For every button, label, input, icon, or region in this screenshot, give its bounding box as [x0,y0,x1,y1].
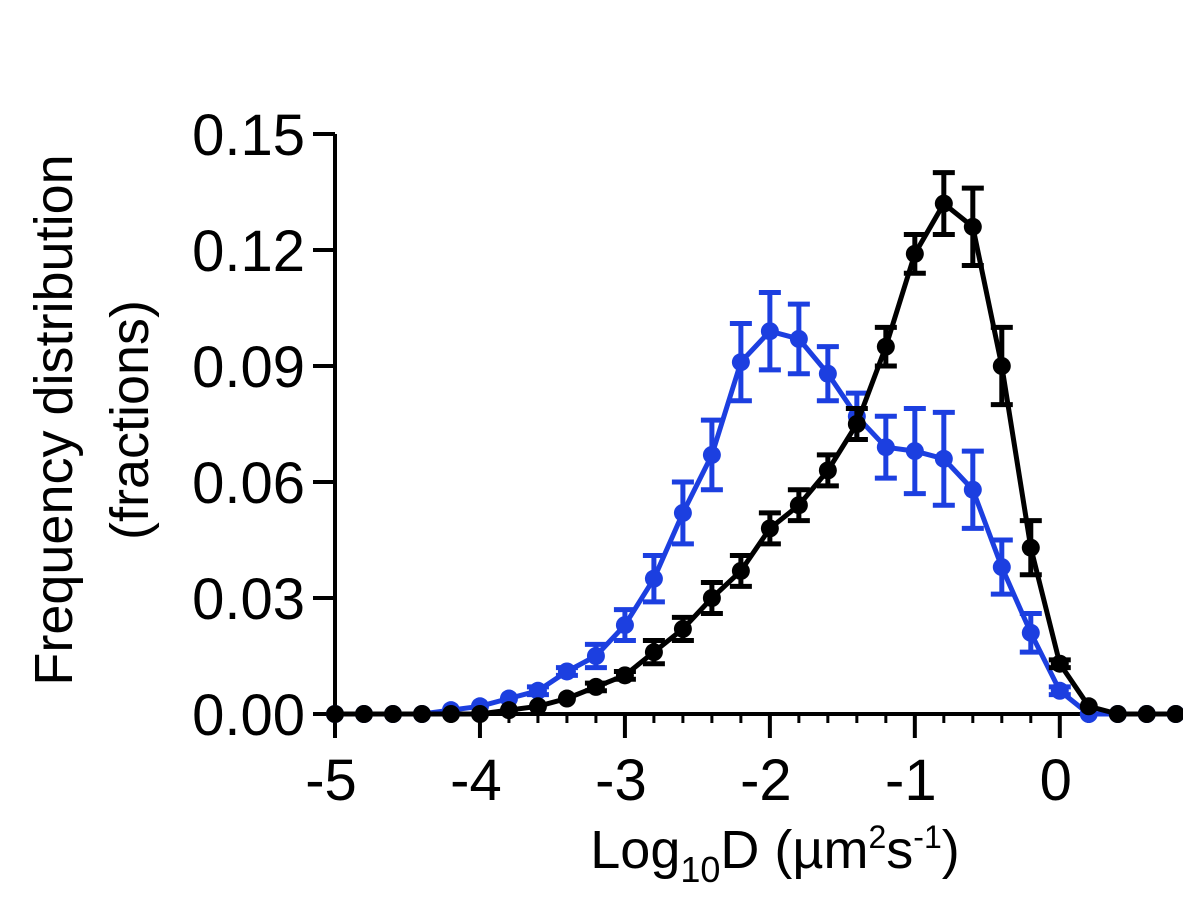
series-line [335,328,1176,717]
data-point [818,364,837,383]
data-point [673,619,692,638]
data-point [963,217,982,236]
axis-labels: Frequency distribution (fractions) Log10… [24,154,960,890]
data-point [673,503,692,522]
series-1 [326,170,1183,723]
data-point [383,705,402,723]
data-point [441,705,460,723]
data-point [789,329,808,348]
data-point [789,496,808,515]
data-point [963,480,982,499]
data-point [905,244,924,263]
y-axis-subtitle: (fractions) [100,300,160,540]
data-point [702,589,721,607]
data-point [354,705,373,723]
x-axis-title-variable: D (µm [720,820,868,880]
data-point [615,616,634,635]
data-point [760,519,779,538]
data-point [528,697,547,716]
data-point [876,337,895,356]
series-line [335,201,1176,717]
y-axis-title: Frequency distribution [24,154,84,685]
data-point [1137,705,1156,723]
y-tick-label: 0.15 [192,103,305,168]
data-point [818,461,837,480]
data-point [1108,705,1127,723]
data-point [644,643,663,662]
x-axis-title-end: ) [942,820,960,880]
data-point [644,569,663,588]
data-point [1050,654,1069,673]
data-point [1166,705,1183,723]
data-point [702,445,721,464]
data-point [1021,623,1040,642]
data-point [557,689,576,708]
x-axis-title-subscript: 10 [680,849,720,890]
y-tick-label: 0.00 [192,683,305,748]
data-point [586,647,605,665]
data-point [992,558,1011,577]
data-point [847,415,866,433]
data-point [992,357,1011,375]
x-axis-title-superscript-1: 2 [869,819,887,855]
series-layer [326,170,1183,723]
y-tick-label: 0.03 [192,567,305,632]
y-tick-label: 0.09 [192,335,305,400]
x-tick-label: -3 [595,748,647,813]
data-point [1050,681,1069,700]
data-point [760,322,779,341]
x-axis-title-s: s [886,820,913,880]
data-point [876,438,895,457]
axes: 0.00 0.03 0.06 0.09 0.12 0.15 -5 -4 -3 -2 -1 0 [192,103,1183,813]
data-point [731,353,750,372]
x-axis-title: Log10D (µm2s-1) [590,819,959,890]
data-point [934,449,953,468]
data-point [1079,697,1098,716]
data-point [557,662,576,681]
data-point [326,705,344,723]
x-axis-title-log: Log [590,820,680,880]
data-point [528,681,547,700]
x-tick-label: 0 [1040,748,1072,813]
data-point [470,705,489,723]
data-point [615,666,634,685]
x-tick-label: -4 [450,748,502,813]
data-point [412,705,431,723]
x-tick-label: -1 [885,748,937,813]
x-tick-label: -2 [740,748,792,813]
data-point [499,701,518,720]
data-point [1021,538,1040,557]
data-point [905,442,924,461]
x-tick-label: -5 [305,748,357,813]
data-point [731,561,750,580]
y-tick-label: 0.06 [192,451,305,516]
data-point [934,194,953,213]
y-tick-label: 0.12 [192,219,305,284]
x-axis-title-superscript-2: -1 [913,819,941,855]
data-point [586,677,605,696]
